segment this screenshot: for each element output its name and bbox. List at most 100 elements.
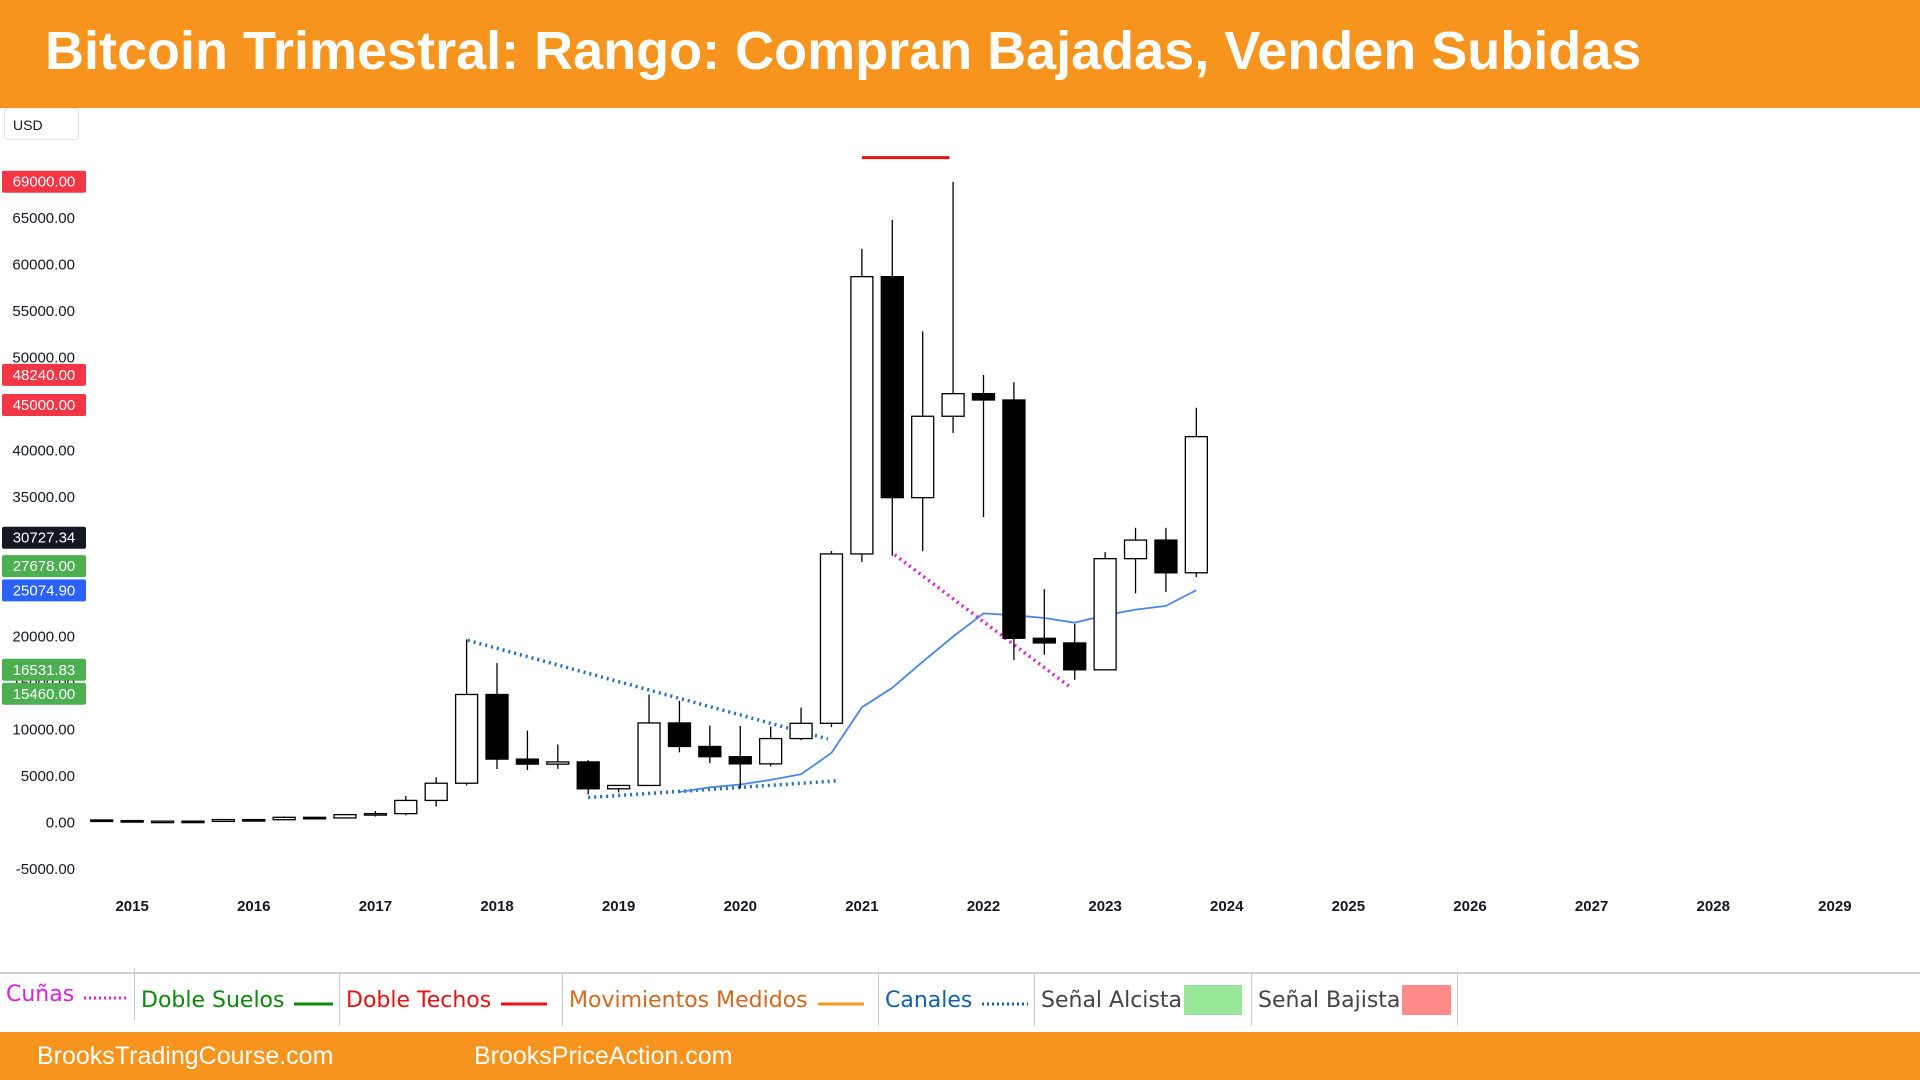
y-tick-label: 50000.00	[12, 349, 75, 366]
candle-body	[1002, 399, 1026, 639]
legend-item: Señal Bajista	[1252, 974, 1458, 1026]
y-tick-label: 20000.00	[12, 629, 75, 646]
legend-label: Señal Alcista	[1041, 987, 1182, 1013]
footer-link: BrooksPriceAction.com	[474, 1042, 733, 1070]
currency-label: USD	[4, 108, 79, 140]
legend-label: Cuñas	[6, 981, 75, 1007]
y-tick-label: 55000.00	[12, 303, 75, 320]
candle-body	[971, 393, 996, 401]
candle-body	[911, 415, 935, 499]
legend-icon	[1402, 985, 1451, 1015]
candle-body	[302, 816, 327, 820]
x-tick-label: 2016	[237, 898, 270, 915]
legend-label: Doble Suelos	[141, 987, 285, 1013]
candle-body	[242, 818, 266, 822]
legend-icon	[294, 1002, 333, 1006]
candle-body	[637, 722, 661, 787]
legend-label: Canales	[885, 987, 973, 1013]
candle-body	[1063, 642, 1087, 671]
trend-line	[467, 638, 829, 741]
candle-body	[363, 812, 388, 816]
footer: BrooksTradingCourse.com BrooksPriceActio…	[0, 1032, 1920, 1080]
y-tick-label: 5000.00	[21, 768, 75, 785]
y-tick-label: 35000.00	[12, 489, 75, 506]
legend-item: Canales	[879, 974, 1035, 1026]
x-tick-label: 2020	[724, 898, 757, 915]
x-tick-label: 2022	[967, 898, 1000, 915]
candle-body	[941, 393, 965, 417]
candle-body	[850, 275, 874, 555]
x-tick-label: 2017	[359, 898, 392, 915]
y-tick-label: 40000.00	[12, 442, 75, 459]
candle-body	[120, 819, 144, 823]
price-label-box	[2, 658, 86, 681]
candle-body	[1123, 539, 1148, 560]
legend-item: Cuñas	[0, 968, 135, 1020]
x-tick-label: 2024	[1210, 898, 1244, 915]
legend-item: Movimientos Medidos	[563, 974, 879, 1026]
price-label: 27678.00	[13, 558, 76, 575]
candle-body	[485, 693, 509, 760]
x-tick-label: 2023	[1088, 898, 1121, 915]
footer-link: BrooksTradingCourse.com	[37, 1042, 334, 1070]
y-tick-label: 0.00	[46, 815, 75, 832]
legend: Cuñas Doble Suelos Doble Techos Movimientos…	[0, 968, 1920, 1031]
candle-body	[454, 693, 479, 784]
legend-item: Doble Suelos	[135, 974, 340, 1026]
legend-icon	[84, 996, 128, 1000]
price-label-box	[2, 682, 86, 705]
price-label-box	[2, 394, 86, 417]
legend-label: Señal Bajista	[1258, 987, 1401, 1013]
legend-icon	[817, 1002, 864, 1006]
candle-body	[211, 818, 236, 823]
legend-item: Doble Techos	[340, 974, 563, 1026]
price-label: 48240.00	[13, 367, 76, 384]
price-label: 69000.00	[13, 174, 76, 191]
y-tick-label: -5000.00	[16, 861, 75, 878]
price-label-box	[2, 170, 86, 193]
legend-icon	[501, 1002, 548, 1006]
x-tick-label: 2028	[1697, 898, 1730, 915]
price-label-box	[2, 526, 86, 549]
candle-body	[1093, 558, 1117, 671]
candle-body	[789, 722, 813, 740]
x-tick-label: 2025	[1332, 898, 1365, 915]
legend-label: Movimientos Medidos	[569, 987, 808, 1013]
price-label-box	[2, 579, 86, 602]
candle-body	[394, 799, 418, 815]
x-tick-label: 2015	[115, 898, 148, 915]
legend-icon	[1183, 985, 1242, 1015]
candle-body	[698, 745, 722, 758]
candle-body	[150, 820, 175, 824]
x-tick-label: 2027	[1575, 898, 1608, 915]
price-label: 45000.00	[13, 397, 76, 414]
candle-body	[1032, 637, 1056, 644]
legend-label: Doble Techos	[346, 987, 492, 1013]
candle-body	[667, 722, 692, 748]
price-label: 16531.83	[13, 662, 76, 679]
candle-body	[819, 553, 844, 724]
trend-line	[893, 553, 1073, 690]
candle-body	[728, 756, 752, 765]
header: Bitcoin Trimestral: Rango: Compran Bajad…	[0, 0, 1920, 108]
price-label-box	[2, 555, 86, 578]
candle-body	[424, 782, 448, 802]
legend-swatch	[1402, 985, 1451, 1015]
y-tick-label: 60000.00	[12, 256, 75, 273]
y-tick-label: 10000.00	[12, 722, 75, 739]
candle-body	[880, 275, 904, 499]
candle-body	[546, 761, 570, 765]
y-tick-label: 65000.00	[12, 210, 75, 227]
candle-body	[181, 820, 205, 824]
candle-body	[272, 816, 296, 821]
candle-body	[759, 737, 783, 765]
x-tick-label: 2018	[480, 898, 513, 915]
moving-average	[679, 589, 1197, 793]
candle-body	[1154, 539, 1178, 574]
candle-body	[515, 758, 540, 765]
price-label: 30727.34	[13, 530, 76, 547]
candle-body	[1184, 435, 1208, 574]
candle-body	[576, 761, 600, 790]
x-tick-label: 2029	[1818, 898, 1851, 915]
